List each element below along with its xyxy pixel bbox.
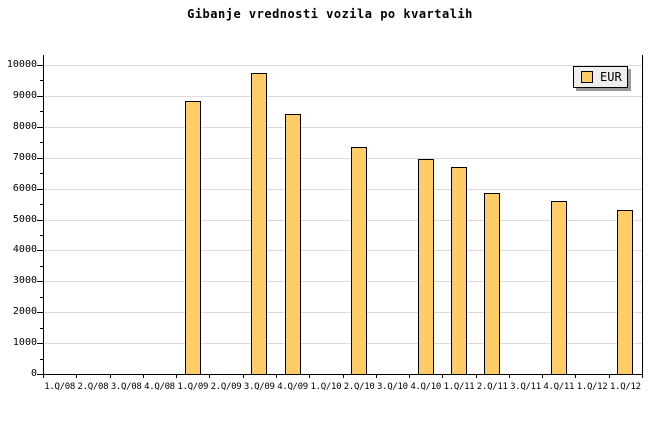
gridline	[43, 126, 642, 128]
bar-1.Q/11-6700	[450, 166, 467, 374]
bar-4.Q/11-5600	[550, 200, 567, 374]
x-tick-label: 1.Q/11	[443, 382, 475, 392]
y-tick-label: 8000	[12, 120, 37, 132]
y-axis-tick	[37, 126, 43, 128]
x-axis-line	[43, 374, 643, 375]
legend-swatch-icon	[581, 71, 593, 83]
y-axis-line	[43, 55, 44, 374]
y-tick-label: 4000	[12, 244, 37, 256]
x-axis-tick	[642, 374, 643, 378]
y-axis-tick	[37, 281, 43, 283]
y-axis-tick	[40, 265, 43, 267]
y-axis-tick	[40, 358, 43, 360]
x-tick-label: 2.Q/09	[210, 382, 242, 392]
y-tick-label: 5000	[12, 213, 37, 225]
gridline	[43, 188, 642, 190]
x-tick-label: 1.Q/08	[44, 382, 75, 392]
gridline	[43, 65, 642, 66]
y-axis-tick	[37, 188, 43, 190]
x-tick-label: 2.Q/10	[343, 382, 375, 392]
x-axis-tick	[475, 374, 477, 378]
x-tick-label: 2.Q/11	[476, 382, 508, 392]
x-axis-tick	[442, 374, 444, 378]
x-tick-label: 1.Q/09	[177, 382, 209, 392]
y-axis-tick	[40, 296, 43, 298]
y-axis-tick	[37, 95, 43, 97]
y-axis-tick	[37, 312, 43, 314]
y-tick-label: 3000	[12, 275, 37, 287]
x-tick-label: 3.Q/11	[510, 382, 541, 392]
gridline	[43, 250, 642, 252]
x-tick-label: 3.Q/10	[377, 382, 408, 392]
gridline	[43, 312, 642, 314]
gridline	[43, 219, 642, 221]
x-axis-tick	[43, 374, 44, 378]
y-axis-tick	[37, 374, 43, 375]
y-axis-tick	[40, 204, 43, 206]
y-tick-label: 7000	[12, 151, 37, 163]
legend-label: EUR	[600, 70, 622, 84]
y-tick-label: 0	[30, 368, 37, 379]
x-tick-label: 1.Q/12	[576, 382, 608, 392]
x-tick-label: 3.Q/08	[110, 382, 142, 392]
x-axis-tick	[375, 374, 377, 378]
chart-title: Gibanje vrednosti vozila po kvartalih	[187, 7, 473, 21]
legend: EUR	[573, 66, 628, 88]
x-axis-tick	[575, 374, 577, 378]
y-axis-tick	[40, 234, 43, 236]
bar-1.Q/12-5300	[617, 210, 634, 374]
x-axis-tick	[508, 374, 510, 378]
gridline	[43, 343, 642, 345]
y-axis-tick	[40, 80, 43, 82]
bar-1.Q/09-8850	[184, 100, 201, 374]
y-axis-tick	[37, 65, 43, 66]
x-axis-tick	[309, 374, 311, 378]
y-tick-label: 1000	[12, 337, 37, 349]
x-tick-label: 3.Q/09	[243, 382, 275, 392]
gridline	[43, 95, 642, 97]
y-tick-label: 9000	[12, 89, 37, 101]
y-axis-tick	[40, 142, 43, 144]
y-axis-tick	[40, 111, 43, 113]
x-axis-tick	[409, 374, 411, 378]
x-tick-label: 1.Q/12	[609, 382, 641, 392]
x-axis-tick	[608, 374, 610, 378]
bar-2.Q/10-7350	[351, 146, 368, 374]
bar-4.Q/10-6950	[417, 159, 434, 374]
x-tick-label: 4.Q/11	[543, 382, 575, 392]
bar-4.Q/09-8400	[284, 114, 301, 374]
x-axis-tick	[209, 374, 211, 378]
x-tick-label: 2.Q/08	[77, 382, 109, 392]
x-tick-label: 4.Q/10	[410, 382, 442, 392]
x-axis-tick	[542, 374, 544, 378]
x-axis-tick	[342, 374, 344, 378]
y-axis-tick	[37, 250, 43, 252]
y-tick-label: 2000	[12, 306, 37, 318]
x-tick-label: 4.Q/08	[144, 382, 175, 392]
y-axis-tick	[40, 327, 43, 329]
x-axis-tick	[76, 374, 78, 378]
x-axis-tick	[275, 374, 277, 378]
bar-2.Q/11-5850	[484, 193, 501, 374]
y-axis-tick	[37, 157, 43, 159]
x-tick-label: 4.Q/09	[277, 382, 308, 392]
gridline	[43, 157, 642, 159]
y-tick-label: 6000	[12, 182, 37, 194]
plot-right-border	[642, 55, 643, 374]
y-tick-label: 10000	[6, 59, 37, 70]
x-axis-tick	[109, 374, 111, 378]
y-axis-tick	[40, 173, 43, 175]
bar-3.Q/09-9750	[251, 72, 268, 374]
y-axis-tick	[37, 219, 43, 221]
y-axis-tick	[37, 343, 43, 345]
x-axis-tick	[242, 374, 244, 378]
gridline	[43, 281, 642, 283]
x-axis-tick	[176, 374, 178, 378]
x-axis-tick	[142, 374, 144, 378]
x-tick-label: 1.Q/10	[310, 382, 342, 392]
